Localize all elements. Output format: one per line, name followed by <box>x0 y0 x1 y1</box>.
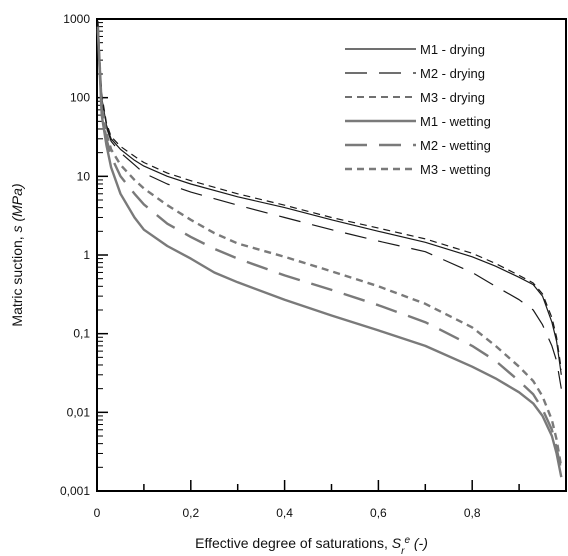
y-tick-label: 1 <box>83 248 90 262</box>
y-axis-title-symbol: s <box>9 225 25 232</box>
legend-label-4: M1 - wetting <box>420 114 491 129</box>
y-tick-label: 100 <box>70 91 90 105</box>
x-axis: 0 0,2 0,4 0,6 0,8 <box>94 480 567 520</box>
y-tick-label: 10 <box>77 169 91 183</box>
legend-label-3: M3 - drying <box>420 90 485 105</box>
y-tick-label: 0,001 <box>60 484 90 498</box>
x-tick-label: 0,4 <box>276 506 293 520</box>
y-axis-title-main: Matric suction, <box>9 232 25 326</box>
x-axis-title-symbol: S <box>392 535 402 551</box>
series-line-4 <box>96 31 563 478</box>
y-axis: 0,001 0,01 0,1 1 10 100 1000 <box>60 12 108 498</box>
legend-label-2: M2 - drying <box>420 66 485 81</box>
x-axis-title-main: Effective degree of saturations, <box>195 535 392 551</box>
x-axis-title-subscript: r <box>401 546 405 556</box>
x-axis-title: Effective degree of saturations, Sre (-) <box>195 535 428 556</box>
series-line-1 <box>97 22 562 375</box>
series-line-2 <box>97 24 562 389</box>
x-tick-label: 0,2 <box>182 506 199 520</box>
y-axis-title: Matric suction, s (MPa) <box>9 183 25 326</box>
plot-area <box>96 18 567 492</box>
x-tick-label: 0,8 <box>464 506 481 520</box>
y-tick-label: 0,01 <box>67 405 91 419</box>
x-tick-label: 0 <box>94 506 101 520</box>
series-lines <box>96 20 563 478</box>
legend-label-6: M3 - wetting <box>420 162 491 177</box>
plot-frame <box>96 18 567 492</box>
legend: M1 - drying M2 - drying M3 - drying M1 - we… <box>345 42 491 177</box>
series-line-3 <box>97 20 562 370</box>
y-tick-label: 0,1 <box>73 327 90 341</box>
legend-label-1: M1 - drying <box>420 42 485 57</box>
x-tick-label: 0,6 <box>370 506 387 520</box>
series-line-6 <box>96 26 563 468</box>
y-tick-label: 1000 <box>63 12 90 26</box>
legend-label-5: M2 - wetting <box>420 138 491 153</box>
series-line-5 <box>96 28 563 472</box>
y-axis-title-unit: (MPa) <box>9 183 25 225</box>
x-axis-title-superscript: e <box>404 535 410 546</box>
x-axis-title-suffix: (-) <box>410 535 428 551</box>
